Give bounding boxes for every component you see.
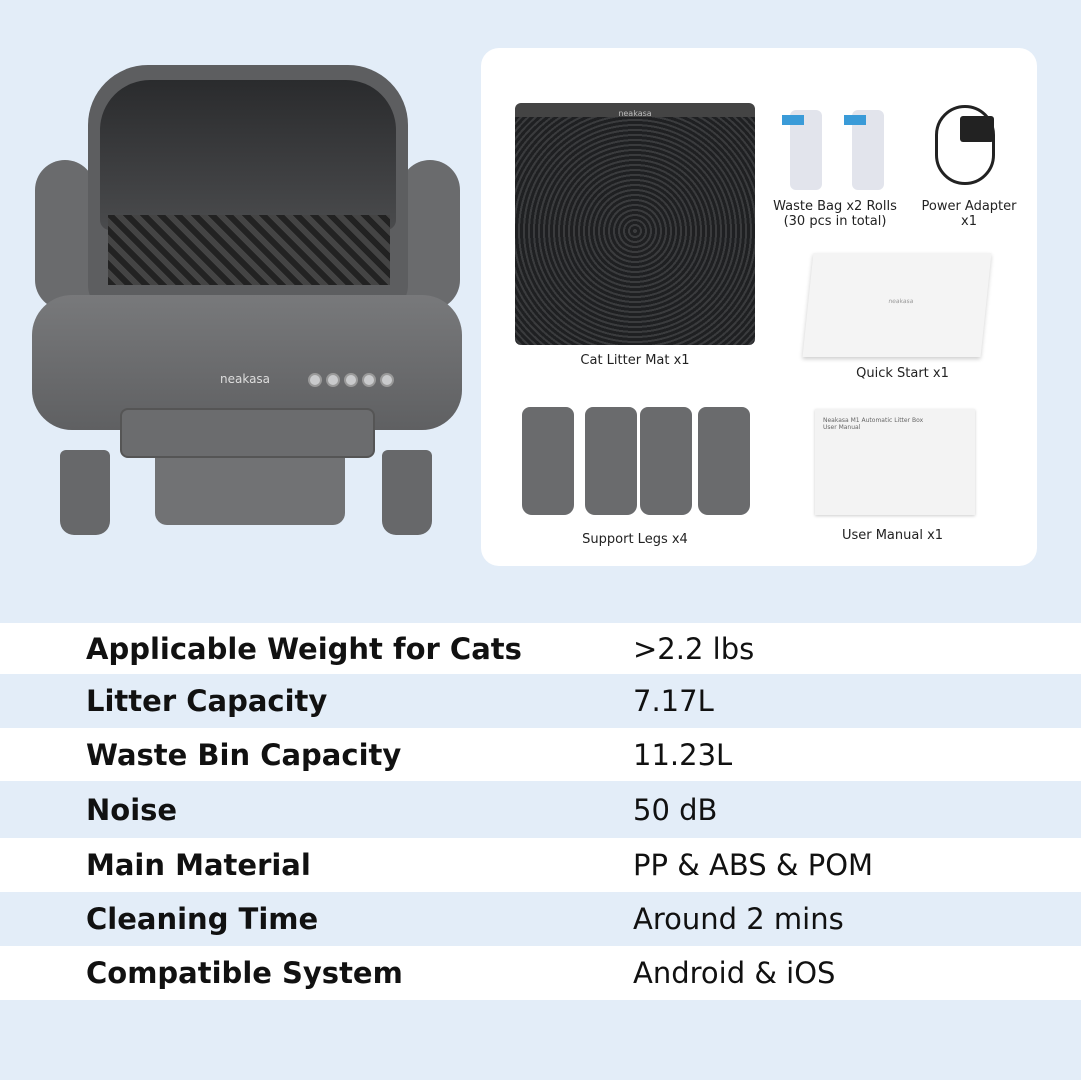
device-buttons — [308, 373, 394, 387]
user-manual-image: Neakasa M1 Automatic Litter Box User Manu… — [815, 409, 975, 515]
quick-start-label: Quick Start x1 — [856, 366, 949, 381]
waste-bag-image — [782, 110, 822, 190]
spec-key: Litter Capacity — [86, 684, 328, 718]
spec-key: Compatible System — [86, 956, 403, 990]
device-leg — [382, 450, 432, 535]
spec-value: >2.2 lbs — [633, 631, 755, 666]
device-bin — [155, 450, 345, 525]
spec-value: Around 2 mins — [633, 902, 844, 936]
spec-row: Noise 50 dB — [0, 781, 1081, 838]
litter-mat-image — [515, 103, 755, 345]
spec-row: Main Material PP & ABS & POM — [0, 838, 1081, 892]
spec-row: Applicable Weight for Cats >2.2 lbs — [0, 623, 1081, 674]
spec-value: Android & iOS — [633, 956, 836, 990]
device-side-left — [35, 160, 95, 310]
quick-start-image: neakasa — [802, 253, 992, 357]
power-adapter-label: Power Adapter x1 — [921, 199, 1017, 229]
support-leg-image — [522, 407, 574, 515]
spec-key: Main Material — [86, 848, 311, 882]
spec-key: Waste Bin Capacity — [86, 737, 402, 772]
spec-row: Compatible System Android & iOS — [0, 946, 1081, 1000]
waste-bag-image — [844, 110, 884, 190]
support-leg-image — [585, 407, 637, 515]
mat-logo: neakasa — [618, 109, 652, 118]
waste-bag-label: Waste Bag x2 Rolls (30 pcs in total) — [773, 199, 897, 229]
spec-key: Cleaning Time — [86, 902, 319, 936]
spec-row: Waste Bin Capacity 11.23L — [0, 728, 1081, 781]
device-drawer — [120, 408, 375, 458]
mat-label: Cat Litter Mat x1 — [580, 353, 690, 368]
spec-row: Litter Capacity 7.17L — [0, 674, 1081, 728]
spec-value: 7.17L — [633, 684, 714, 718]
spec-row: Cleaning Time Around 2 mins — [0, 892, 1081, 946]
device-mesh — [108, 215, 390, 285]
device-base — [32, 295, 462, 430]
spec-value: 50 dB — [633, 792, 718, 827]
spec-key: Noise — [86, 792, 178, 827]
user-manual-label: User Manual x1 — [841, 528, 944, 543]
support-leg-image — [698, 407, 750, 515]
support-leg-image — [640, 407, 692, 515]
spec-value: 11.23L — [633, 737, 733, 772]
support-legs-label: Support Legs x4 — [582, 532, 688, 547]
device-leg — [60, 450, 110, 535]
device-bowl — [100, 80, 396, 230]
brand-logo: neakasa — [220, 372, 271, 386]
power-adapter-image — [935, 105, 995, 185]
device-side-right — [400, 160, 460, 310]
spec-key: Applicable Weight for Cats — [86, 631, 522, 666]
spec-value: PP & ABS & POM — [633, 848, 874, 882]
